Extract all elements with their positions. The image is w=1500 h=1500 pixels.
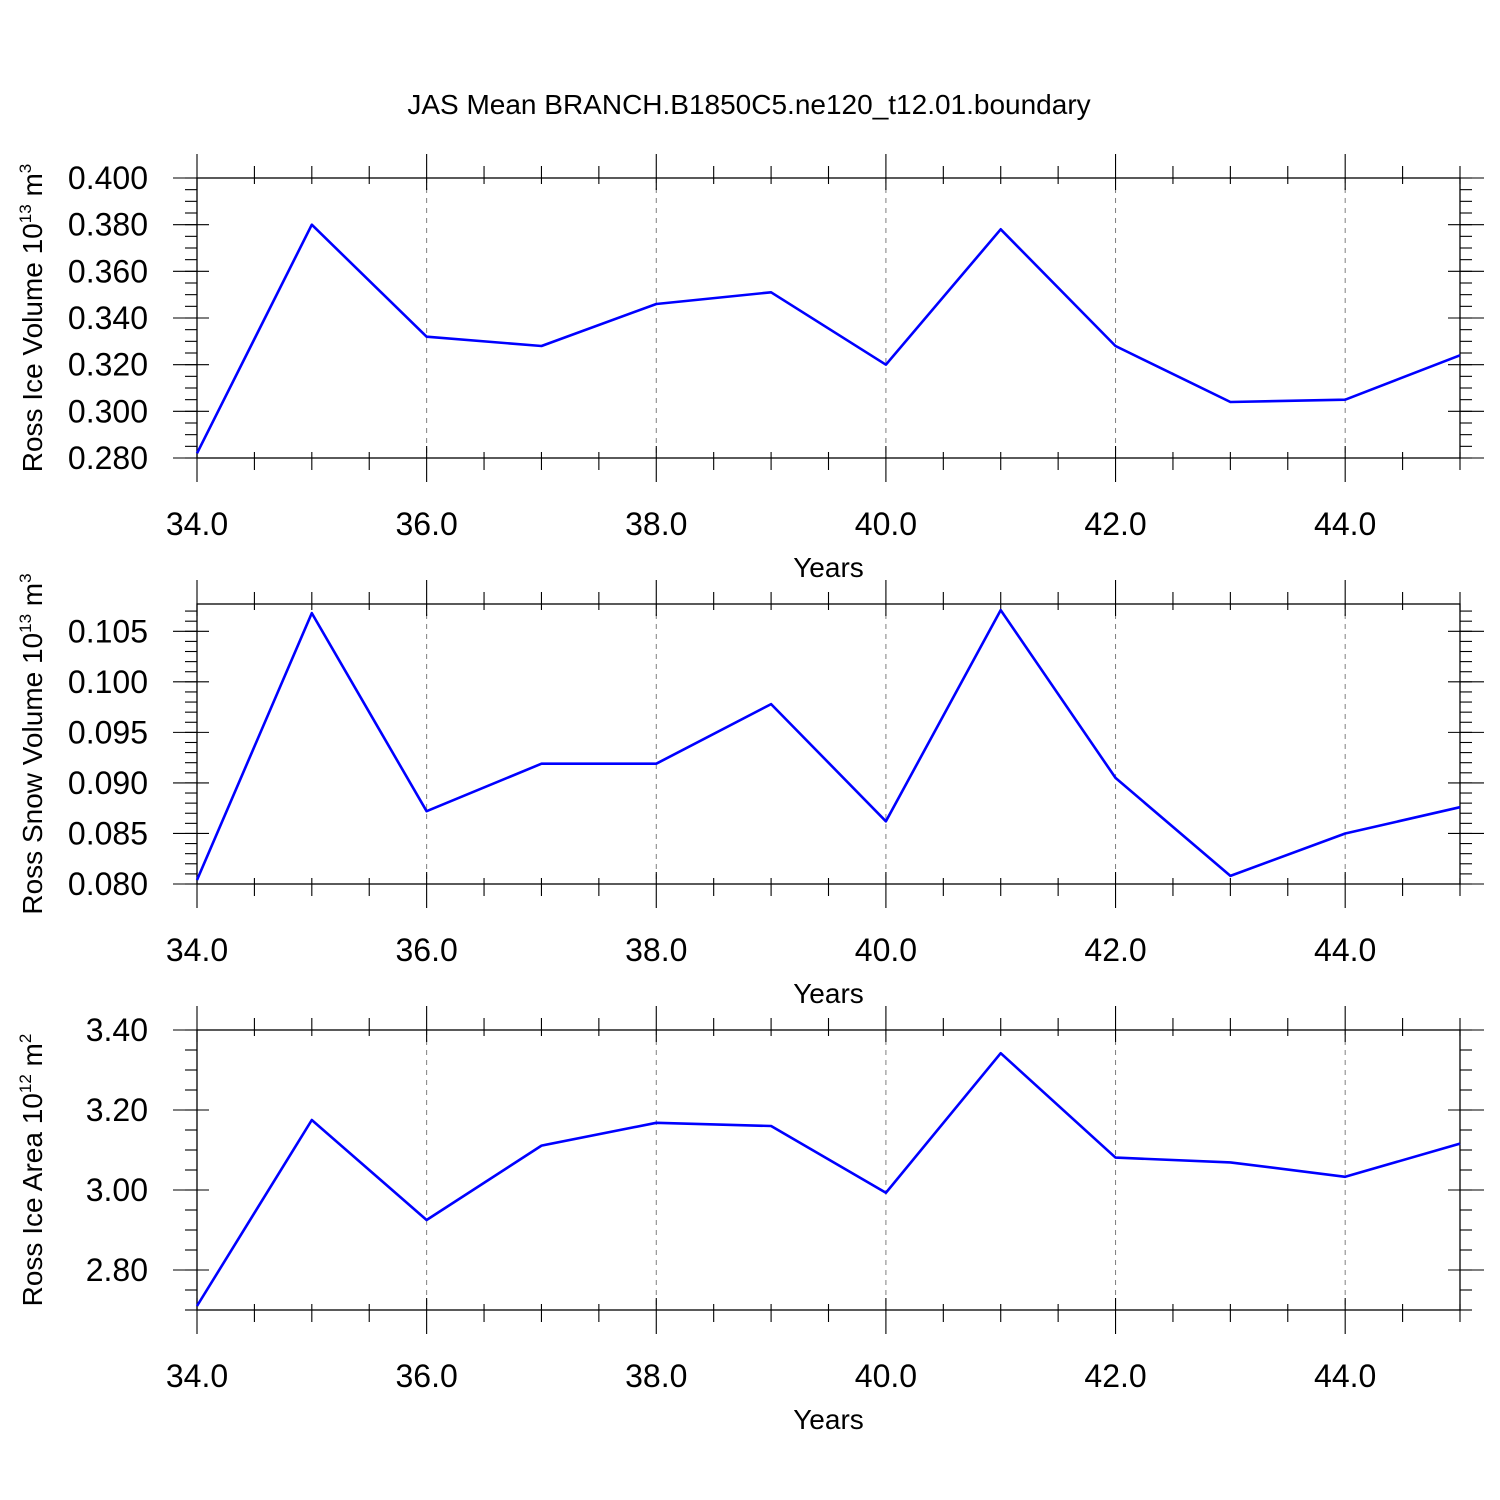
plot-frame — [196, 1029, 1461, 1311]
y-axis-title: Ross Snow Volume 1013 m3 — [16, 573, 48, 914]
figure-title: JAS Mean BRANCH.B1850C5.ne120_t12.01.bou… — [407, 89, 1090, 120]
x-tick-label: 40.0 — [855, 506, 917, 542]
y-tick-label: 0.095 — [68, 714, 148, 750]
x-tick-label: 40.0 — [855, 932, 917, 968]
y-tick-label: 0.280 — [68, 440, 148, 476]
y-tick-label: 3.20 — [86, 1092, 148, 1128]
y-axis-title: Ross Ice Volume 1013 m3 — [16, 164, 48, 473]
y-tick-label: 3.40 — [86, 1012, 148, 1048]
x-tick-label: 44.0 — [1314, 932, 1376, 968]
y-tick-label: 0.400 — [68, 160, 148, 196]
x-tick-label: 42.0 — [1084, 506, 1146, 542]
y-tick-label: 0.085 — [68, 815, 148, 851]
panels: 0.280 0.300 0.320 0.340 0.360 0.380 0.400 34.0 3… — [16, 154, 1484, 1435]
y-tick-label: 0.320 — [68, 347, 148, 383]
y-tick-label: 0.080 — [68, 866, 148, 902]
x-tick-label: 34.0 — [166, 1358, 228, 1394]
x-tick-label: 42.0 — [1084, 932, 1146, 968]
x-tick-label: 38.0 — [625, 932, 687, 968]
x-tick-label: 40.0 — [855, 1358, 917, 1394]
y-tick-label: 0.340 — [68, 300, 148, 336]
x-tick-label: 36.0 — [395, 1358, 457, 1394]
x-tick-label: 38.0 — [625, 506, 687, 542]
y-axis-title: Ross Ice Area 1012 m2 — [16, 1034, 48, 1307]
x-tick-label: 36.0 — [395, 932, 457, 968]
data-series-line — [195, 223, 1461, 454]
x-axis-title: Years — [793, 978, 864, 1009]
data-series-line — [195, 1051, 1461, 1307]
x-axis-title: Years — [793, 1404, 864, 1435]
y-tick-label: 0.300 — [68, 393, 148, 429]
x-tick-label: 36.0 — [395, 506, 457, 542]
data-series-line — [195, 608, 1461, 881]
y-tick-label: 0.105 — [68, 613, 148, 649]
x-tick-label: 34.0 — [166, 506, 228, 542]
x-tick-label: 34.0 — [166, 932, 228, 968]
x-tick-label: 42.0 — [1084, 1358, 1146, 1394]
plot-frame — [196, 177, 1461, 459]
y-tick-label: 2.80 — [86, 1252, 148, 1288]
y-tick-label: 0.090 — [68, 765, 148, 801]
chart-panel-2: 0.080 0.085 0.090 0.095 0.100 0.105 34.0 36.0 38… — [16, 573, 1484, 1009]
x-axis-title: Years — [793, 552, 864, 583]
chart-panel-3: 2.80 3.00 3.20 3.40 34.0 36.0 38.0 40.0 42.0 44.0… — [16, 1006, 1484, 1435]
x-tick-label: 44.0 — [1314, 506, 1376, 542]
y-tick-label: 0.360 — [68, 253, 148, 289]
y-tick-label: 3.00 — [86, 1172, 148, 1208]
chart-panel-1: 0.280 0.300 0.320 0.340 0.360 0.380 0.400 34.0 3… — [16, 154, 1484, 583]
x-tick-label: 44.0 — [1314, 1358, 1376, 1394]
x-tick-label: 38.0 — [625, 1358, 687, 1394]
y-tick-label: 0.380 — [68, 207, 148, 243]
y-tick-label: 0.100 — [68, 664, 148, 700]
